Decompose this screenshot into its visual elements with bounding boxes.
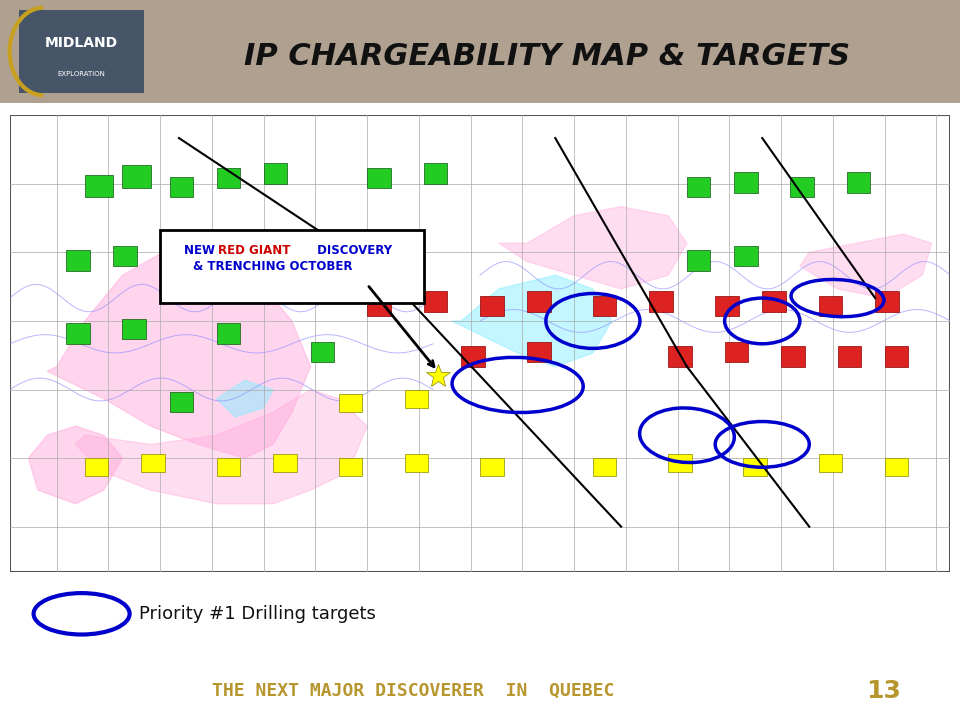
Polygon shape [76,390,367,504]
Bar [527,291,551,312]
Polygon shape [452,275,612,366]
Bar [405,390,428,408]
Bar [141,454,165,472]
Bar [884,458,908,477]
Text: Priority #1 Drilling targets: Priority #1 Drilling targets [139,605,376,623]
Text: & TRENCHING OCTOBER: & TRENCHING OCTOBER [193,260,352,273]
Bar [367,168,391,189]
Bar [170,392,193,413]
Polygon shape [499,207,687,289]
Bar [84,175,113,197]
Bar [273,454,297,472]
Bar [819,454,842,472]
Bar [837,346,861,366]
Bar [339,458,363,477]
FancyBboxPatch shape [160,230,423,302]
Text: NEW: NEW [183,243,219,256]
Bar [170,177,193,197]
Bar [743,458,767,477]
Bar [668,454,691,472]
Bar [790,177,814,197]
Bar [170,255,193,275]
Bar [593,296,616,316]
Text: DISCOVERY: DISCOVERY [313,243,392,256]
Bar [593,458,616,477]
Bar [84,458,108,477]
Bar [367,296,391,316]
FancyBboxPatch shape [0,0,960,103]
Bar [687,177,710,197]
Bar [734,246,757,266]
Bar [649,291,673,312]
FancyBboxPatch shape [10,115,950,572]
Text: RED GIANT: RED GIANT [219,243,291,256]
Text: EXPLORATION: EXPLORATION [58,71,106,77]
Bar [123,166,151,189]
Bar [819,296,842,316]
Bar [668,346,691,366]
Polygon shape [29,426,123,504]
Bar [217,168,240,189]
Bar [527,341,551,362]
Bar [311,341,334,362]
Bar [217,246,240,266]
Text: IP CHARGEABILITY MAP & TARGETS: IP CHARGEABILITY MAP & TARGETS [244,42,851,71]
Bar [123,319,146,339]
Bar [884,346,908,366]
Bar [405,454,428,472]
Bar [339,394,363,413]
FancyBboxPatch shape [19,10,144,93]
Polygon shape [800,234,931,298]
Bar [762,291,785,312]
Bar [725,341,748,362]
Bar [781,346,804,366]
Bar [217,323,240,344]
Text: MIDLAND: MIDLAND [45,36,118,50]
Bar [264,163,287,184]
Bar [66,323,89,344]
Bar [876,291,899,312]
Polygon shape [217,380,273,417]
Bar [423,163,447,184]
Bar [423,291,447,312]
Bar [113,246,136,266]
Bar [734,172,757,193]
Bar [217,458,240,477]
Bar [66,250,89,271]
Polygon shape [47,243,311,458]
Bar [480,458,504,477]
Bar [715,296,738,316]
Bar [687,250,710,271]
Bar [480,296,504,316]
Text: 13: 13 [866,679,900,703]
Text: THE NEXT MAJOR DISCOVERER  IN  QUEBEC: THE NEXT MAJOR DISCOVERER IN QUEBEC [211,682,614,700]
Bar [461,346,485,366]
Bar [847,172,871,193]
